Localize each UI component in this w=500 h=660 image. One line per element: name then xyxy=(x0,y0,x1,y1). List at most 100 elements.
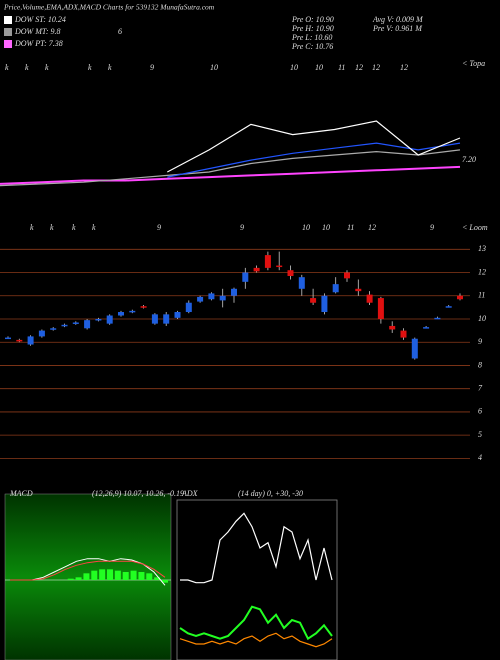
histogram-bar xyxy=(99,569,106,580)
stat: Pre O: 10.90 xyxy=(291,15,334,24)
histogram-bar xyxy=(130,570,137,580)
candle-body xyxy=(197,296,204,302)
candle-body xyxy=(332,284,339,293)
corner-label: < Topa xyxy=(462,59,485,68)
top-label: 10 xyxy=(210,63,218,72)
candle-body xyxy=(423,327,430,329)
series-line xyxy=(179,632,333,648)
y-tick-label: 7 xyxy=(478,384,483,393)
candle-body xyxy=(16,339,23,342)
ema-annotation: 7.20 xyxy=(462,155,476,164)
top-label: 12 xyxy=(355,63,363,72)
candle-body xyxy=(61,324,68,327)
histogram-bar xyxy=(91,570,98,580)
histogram-bar xyxy=(138,572,145,580)
dow-label: DOW PT: 7.38 xyxy=(14,39,63,48)
series-line xyxy=(10,560,166,581)
y-tick-label: 10 xyxy=(478,314,486,323)
candle-body xyxy=(174,312,181,318)
top-label: k xyxy=(88,63,92,72)
stat: Avg V: 0.009 M xyxy=(372,15,424,24)
top-label: k xyxy=(25,63,29,72)
top-label: k xyxy=(5,63,9,72)
top-label: k xyxy=(45,63,49,72)
candle-body xyxy=(400,330,407,338)
y-tick-label: 8 xyxy=(478,360,482,369)
histogram-bar xyxy=(122,572,129,580)
series-line xyxy=(179,605,333,641)
top-label: 9 xyxy=(150,63,154,72)
candle-body xyxy=(5,337,11,340)
top-label: 10 xyxy=(290,63,298,72)
candle-body xyxy=(140,306,147,308)
y-tick-label: 6 xyxy=(478,407,482,416)
candle-body xyxy=(129,310,136,313)
histogram-bar xyxy=(67,578,74,580)
stat: Pre L: 10.60 xyxy=(291,33,332,42)
top-label: 10 xyxy=(322,223,330,232)
candle-body xyxy=(84,320,91,329)
y-tick-label: 11 xyxy=(478,291,485,300)
candle-body xyxy=(95,318,102,321)
dow-extra: 6 xyxy=(118,27,122,36)
page-title: Price,Volume,EMA,ADX,MACD Charts for 539… xyxy=(3,3,215,12)
top-label: k xyxy=(50,223,54,232)
candle-body xyxy=(366,294,373,303)
corner-label: < Loom xyxy=(462,223,488,232)
histogram-bar xyxy=(146,573,153,580)
top-label: 10 xyxy=(302,223,310,232)
histogram-bar xyxy=(83,573,90,580)
candle-body xyxy=(118,312,124,316)
candle-body xyxy=(310,298,317,303)
candle-body xyxy=(219,295,226,301)
candle-body xyxy=(38,330,45,337)
top-label: 12 xyxy=(372,63,380,72)
top-label: 9 xyxy=(240,223,244,232)
y-tick-label: 4 xyxy=(478,453,482,462)
top-label: 12 xyxy=(368,223,376,232)
histogram-bar xyxy=(162,580,168,583)
candle-body xyxy=(344,272,350,279)
histogram-bar xyxy=(154,577,161,580)
candle-body xyxy=(185,302,192,313)
candle-body xyxy=(445,306,452,308)
y-tick-label: 9 xyxy=(478,337,482,346)
candle-body xyxy=(264,255,271,268)
candle-body xyxy=(27,336,34,345)
candle-body xyxy=(434,317,441,320)
adx-params: (14 day) 0, +30, -30 xyxy=(238,489,303,498)
candle-body xyxy=(208,293,215,300)
adx-title: ADX xyxy=(181,489,199,498)
histogram-bar xyxy=(75,577,82,580)
top-label: 11 xyxy=(338,63,345,72)
top-label: 9 xyxy=(430,223,434,232)
series-line xyxy=(167,120,461,173)
candle-body xyxy=(287,270,294,277)
candle-body xyxy=(242,272,249,282)
candle-body xyxy=(457,295,463,300)
candle-body xyxy=(276,265,283,268)
candle-body xyxy=(163,314,170,324)
series-line xyxy=(0,149,461,187)
candle-body xyxy=(106,315,113,324)
top-label: k xyxy=(30,223,34,232)
y-tick-label: 12 xyxy=(478,267,486,276)
series-line xyxy=(180,512,333,584)
candle-body xyxy=(151,314,158,324)
candle-body xyxy=(72,322,79,324)
candle-body xyxy=(389,325,396,330)
candle-body xyxy=(50,328,57,330)
candle-body xyxy=(298,277,305,289)
candle-body xyxy=(253,267,260,272)
candle-body xyxy=(377,298,384,319)
dow-label: DOW MT: 9.8 xyxy=(14,27,61,36)
stat: Pre C: 10.76 xyxy=(291,42,333,51)
candle-body xyxy=(411,338,418,359)
series-line xyxy=(0,165,461,185)
candle-body xyxy=(321,295,328,313)
top-label: 12 xyxy=(400,63,408,72)
dow-swatch xyxy=(4,16,12,24)
y-tick-label: 13 xyxy=(478,244,486,253)
top-label: k xyxy=(72,223,76,232)
